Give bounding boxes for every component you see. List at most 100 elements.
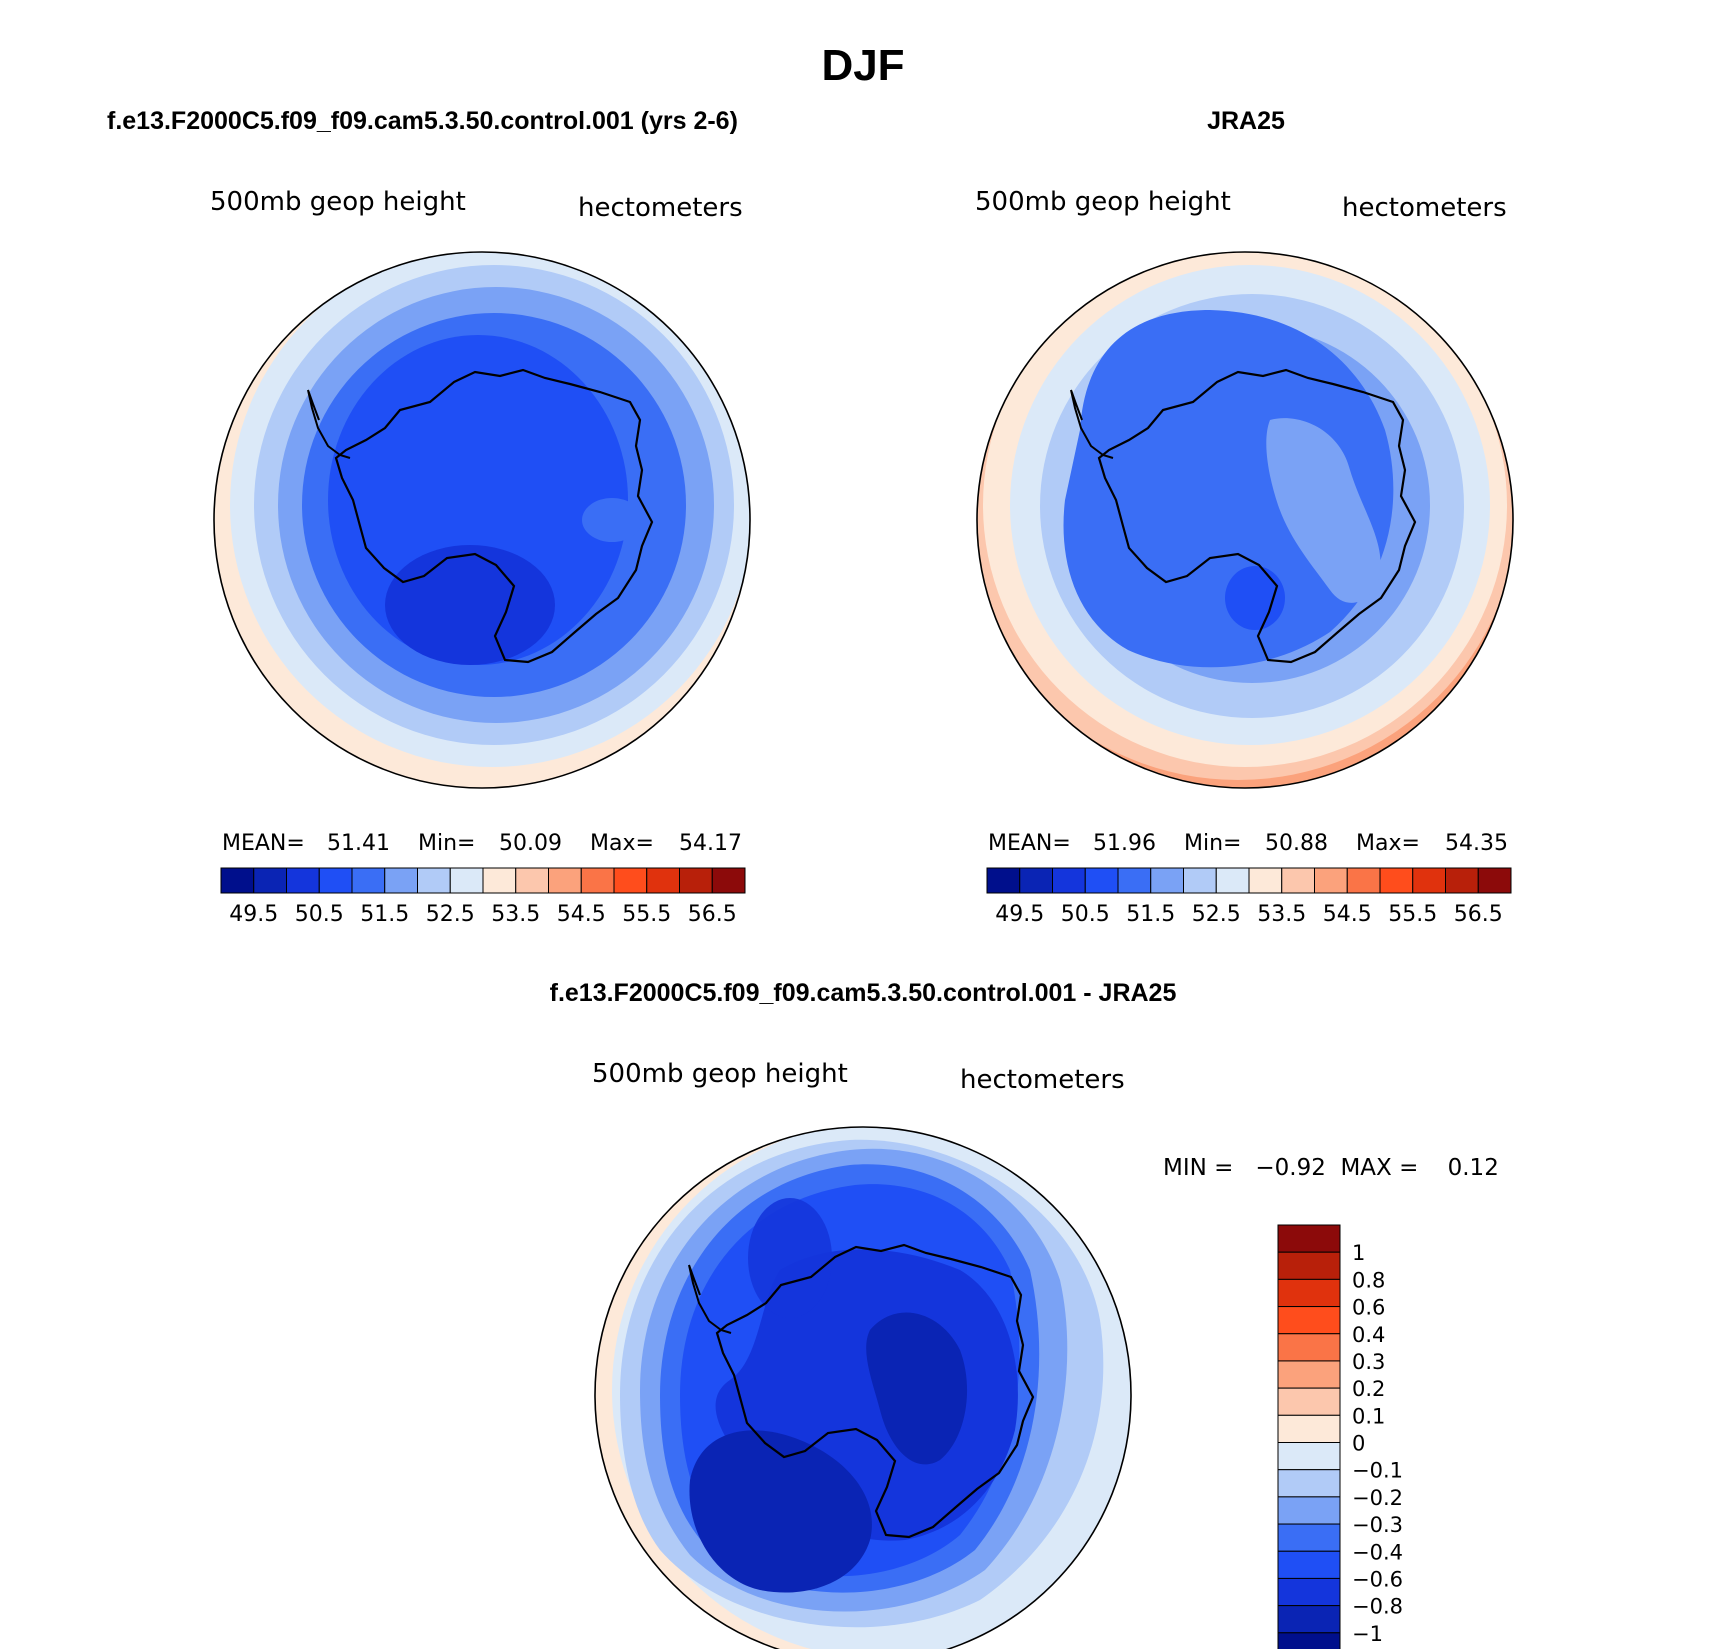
colorbar-diff-swatch (1277, 1333, 1341, 1362)
colorbar-b-swatch (1084, 867, 1119, 894)
colorbar-b-swatch (1052, 867, 1086, 894)
colorbar-a-swatch (548, 867, 582, 894)
colorbar-diff-tick-label: 0.4 (1352, 1323, 1385, 1347)
diff-panel-header: f.e13.F2000C5.f09_f09.cam5.3.50.control.… (550, 979, 1177, 1007)
colorbar-a-swatch (286, 867, 320, 894)
map-b-boundary (976, 251, 1514, 789)
colorbar-diff: 1 0.8 0.6 0.4 0.3 0.2 0.1 0 −0.1 −0.2 −0.3 −0.4 −0.6… (1277, 1224, 1403, 1649)
map-panel-diff (595, 1127, 1131, 1649)
season-title: DJF (821, 41, 904, 90)
map-b-antarctica-outline (1097, 368, 1417, 664)
panel-a-header: f.e13.F2000C5.f09_f09.cam5.3.50.control.… (107, 107, 738, 135)
diff-units-label: hectometers (960, 1065, 1125, 1095)
colorbar-b-swatch (1346, 867, 1381, 894)
colorbar-diff-swatch (1277, 1224, 1341, 1253)
colorbar-b-tick-label: 49.5 (995, 902, 1044, 927)
colorbar-a-swatch (482, 867, 517, 894)
panel-b-variable-label: 500mb geop height (975, 187, 1231, 217)
colorbar-b-swatch (986, 867, 1021, 894)
map-a-local-high (582, 498, 642, 542)
colorbar-b-swatch (1379, 867, 1414, 894)
colorbar-b-tick-label: 55.5 (1388, 902, 1437, 927)
colorbar-b-swatch (1314, 867, 1348, 894)
colorbar-diff-swatch (1277, 1278, 1341, 1308)
colorbar-a-swatch (318, 867, 353, 894)
colorbar-b-swatch (1150, 867, 1184, 894)
map-b-high-center (1266, 418, 1381, 603)
colorbar-b-swatch (1183, 867, 1217, 894)
colorbar-diff-tick-label: −0.3 (1352, 1513, 1403, 1537)
colorbar-a-swatch (220, 867, 255, 894)
colorbar-diff-swatch (1277, 1577, 1341, 1607)
colorbar-b-swatch (1477, 867, 1512, 894)
colorbar-diff-tick-label: 0.6 (1352, 1296, 1385, 1320)
colorbar-a-swatch (384, 867, 418, 894)
colorbar-diff-tick-label: −1 (1352, 1622, 1383, 1646)
panel-b-min-value: 50.88 (1265, 831, 1328, 856)
colorbar-diff-tick-label: −0.8 (1352, 1595, 1403, 1619)
colorbar-a-swatch (253, 867, 287, 894)
colorbar-b-swatch (1281, 867, 1315, 894)
colorbar-b-swatch (1248, 867, 1283, 894)
colorbar-diff-swatch (1277, 1306, 1341, 1335)
colorbar-a-swatch (613, 867, 648, 894)
panel-b-mean-label: MEAN= (988, 831, 1071, 856)
colorbar-a-swatch (351, 867, 386, 894)
colorbar-diff-swatch (1277, 1387, 1341, 1416)
colorbar-diff-swatch (1277, 1632, 1341, 1649)
colorbar-a-tick-label: 51.5 (360, 902, 409, 927)
colorbar-b-tick-label: 56.5 (1454, 902, 1503, 927)
colorbar-b-swatch (1215, 867, 1250, 894)
panel-a-stats: MEAN= 51.41 Min= 50.09 Max= 54.17 (222, 831, 742, 856)
colorbar-b-swatch (1412, 867, 1446, 894)
map-a-boundary (213, 251, 751, 789)
diff-range-text: MIN = −0.92 MAX = 0.12 (1163, 1155, 1499, 1181)
map-b-low-center (1225, 566, 1285, 630)
colorbar-diff-swatch (1277, 1442, 1341, 1471)
diff-variable-label: 500mb geop height (592, 1059, 848, 1089)
colorbar-diff-swatch (1277, 1251, 1341, 1280)
colorbar-diff-tick-label: 0.8 (1352, 1268, 1385, 1292)
colorbar-diff-tick-label: −0.2 (1352, 1486, 1403, 1510)
diff-band-neg08-east (866, 1312, 968, 1465)
panel-b-units-label: hectometers (1342, 193, 1507, 223)
colorbar-diff-tick-label: −0.6 (1352, 1567, 1403, 1591)
colorbar-a-swatch (711, 867, 746, 894)
colorbar-a-swatch (417, 867, 451, 894)
colorbar-diff-swatch (1277, 1496, 1341, 1525)
panel-a-min-label: Min= (418, 831, 475, 856)
colorbar-a-tick-label: 56.5 (688, 902, 737, 927)
panel-a-variable-label: 500mb geop height (210, 187, 466, 217)
colorbar-a-swatch (449, 867, 484, 894)
colorbar-b-swatch (1117, 867, 1152, 894)
panel-b-mean-value: 51.96 (1093, 831, 1156, 856)
map-a-antarctica-outline (334, 368, 654, 664)
panel-b-header: JRA25 (1207, 107, 1285, 135)
colorbar-b-tick-label: 53.5 (1257, 902, 1306, 927)
panel-a-min-value: 50.09 (499, 831, 562, 856)
colorbar-diff-tick-label: 0.2 (1352, 1377, 1385, 1401)
colorbar-panel-a: 49.5 50.5 51.5 52.5 53.5 54.5 55.5 56.5 (220, 867, 746, 927)
colorbar-a-tick-label: 49.5 (229, 902, 278, 927)
diff-antarctica-outline (715, 1243, 1035, 1539)
diff-band-neg06-northwest (748, 1198, 832, 1318)
colorbar-a-tick-label: 54.5 (557, 902, 606, 927)
colorbar-b-tick-label: 51.5 (1126, 902, 1175, 927)
map-panel-b (977, 252, 1513, 788)
panel-a-max-value: 54.17 (679, 831, 742, 856)
colorbar-a-swatch (646, 867, 680, 894)
colorbar-diff-tick-label: 1 (1352, 1241, 1365, 1265)
panel-a-mean-label: MEAN= (222, 831, 305, 856)
colorbar-b-tick-label: 50.5 (1061, 902, 1110, 927)
colorbar-diff-tick-label: −0.4 (1352, 1540, 1403, 1564)
panel-a-units-label: hectometers (578, 193, 743, 223)
colorbar-b-tick-label: 54.5 (1323, 902, 1372, 927)
diff-map-boundary (594, 1126, 1132, 1649)
colorbar-diff-tick-label: 0 (1352, 1432, 1365, 1456)
colorbar-diff-swatch (1277, 1360, 1341, 1389)
map-b-peninsula-outline (1070, 389, 1114, 459)
panel-a-max-label: Max= (590, 831, 654, 856)
diff-peninsula-outline (688, 1264, 732, 1334)
colorbar-a-swatch (679, 867, 713, 894)
